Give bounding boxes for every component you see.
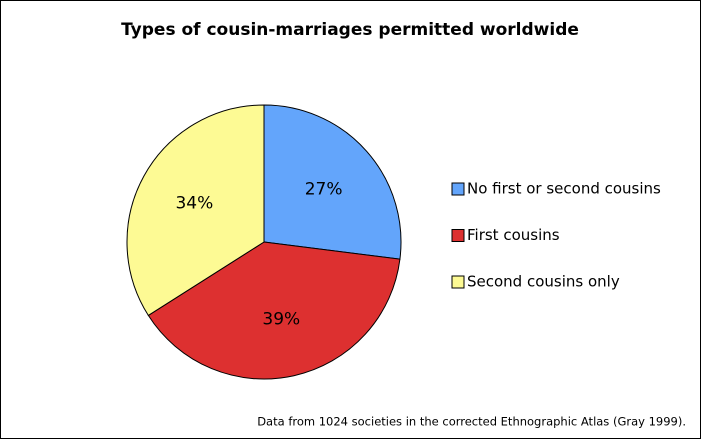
legend-swatch (451, 182, 465, 196)
legend-label: No first or second cousins (467, 180, 661, 198)
value-label: 34% (175, 194, 213, 214)
value-label: 27% (305, 179, 343, 199)
pie-slice (147, 241, 401, 380)
value-label: 39% (262, 310, 300, 330)
pie-slice (263, 104, 402, 260)
pie-slice (126, 104, 265, 317)
legend-swatch (451, 229, 465, 242)
chart-title: Types of cousin-marriages permitted worl… (121, 20, 579, 40)
legend-label: Second cousins only (467, 273, 620, 291)
legend-swatch (451, 275, 465, 289)
source-note: Data from 1024 societies in the correcte… (257, 415, 686, 429)
legend-label: First cousins (467, 226, 560, 244)
